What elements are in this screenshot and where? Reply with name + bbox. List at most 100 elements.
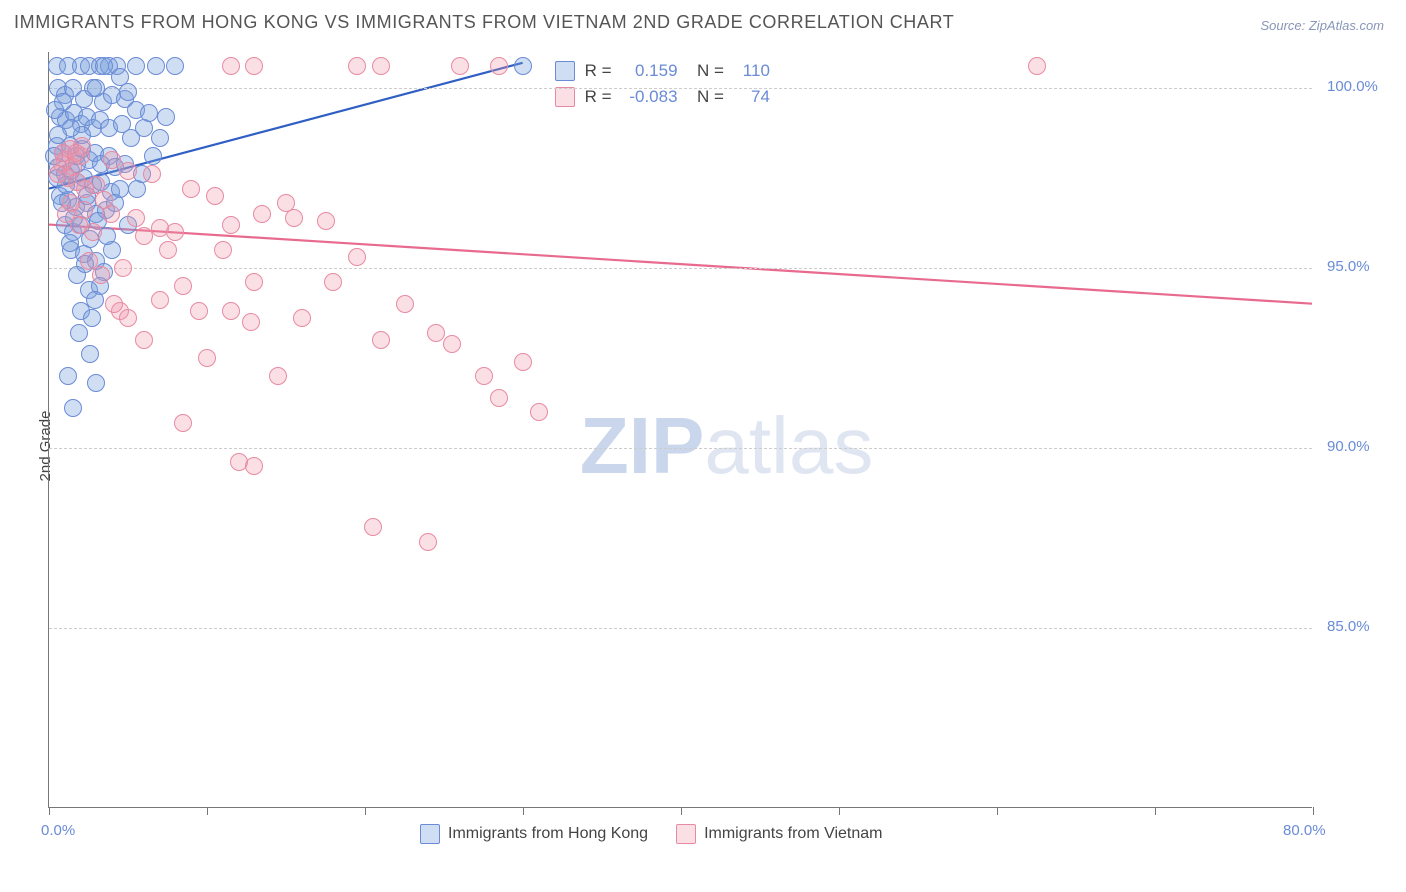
stats-swatch-hk xyxy=(555,61,575,81)
scatter-point-vn xyxy=(67,144,85,162)
x-tick xyxy=(49,807,50,815)
scatter-point-hk xyxy=(64,399,82,417)
stats-r-value: 0.159 xyxy=(622,61,678,81)
scatter-point-vn xyxy=(182,180,200,198)
scatter-point-vn xyxy=(214,241,232,259)
scatter-point-hk xyxy=(147,57,165,75)
scatter-point-vn xyxy=(324,273,342,291)
watermark-bold: ZIP xyxy=(580,401,704,490)
chart-title: IMMIGRANTS FROM HONG KONG VS IMMIGRANTS … xyxy=(14,12,954,33)
scatter-point-vn xyxy=(372,331,390,349)
gridline xyxy=(49,628,1312,629)
x-tick-label: 0.0% xyxy=(41,822,75,839)
stats-n-value: 110 xyxy=(734,61,770,81)
scatter-point-vn xyxy=(174,414,192,432)
x-tick xyxy=(207,807,208,815)
scatter-point-hk xyxy=(59,367,77,385)
x-tick xyxy=(839,807,840,815)
scatter-point-vn xyxy=(92,266,110,284)
scatter-point-vn xyxy=(159,241,177,259)
stats-r-label: R = xyxy=(585,61,612,81)
x-tick xyxy=(1155,807,1156,815)
scatter-point-vn xyxy=(245,457,263,475)
x-tick xyxy=(523,807,524,815)
scatter-point-vn xyxy=(348,57,366,75)
trend-line-vn xyxy=(49,225,1312,304)
scatter-point-hk xyxy=(81,345,99,363)
scatter-point-vn xyxy=(222,216,240,234)
scatter-point-vn xyxy=(443,335,461,353)
scatter-point-vn xyxy=(174,277,192,295)
scatter-point-vn xyxy=(114,259,132,277)
scatter-point-vn xyxy=(222,57,240,75)
scatter-point-vn xyxy=(427,324,445,342)
scatter-point-vn xyxy=(242,313,260,331)
scatter-point-hk xyxy=(95,57,113,75)
x-tick xyxy=(365,807,366,815)
scatter-point-hk xyxy=(87,374,105,392)
scatter-point-vn xyxy=(285,209,303,227)
scatter-point-vn xyxy=(135,331,153,349)
scatter-point-hk xyxy=(151,129,169,147)
y-tick-label: 90.0% xyxy=(1327,438,1370,455)
scatter-point-hk xyxy=(127,57,145,75)
scatter-point-hk xyxy=(46,101,64,119)
stats-legend-box: R =0.159 N =110R =-0.083 N =74 xyxy=(555,58,770,110)
legend-swatch xyxy=(676,824,696,844)
scatter-point-vn xyxy=(119,309,137,327)
scatter-point-hk xyxy=(157,108,175,126)
scatter-point-vn xyxy=(451,57,469,75)
stats-r-value: -0.083 xyxy=(622,87,678,107)
gridline xyxy=(49,268,1312,269)
scatter-point-vn xyxy=(293,309,311,327)
gridline xyxy=(49,448,1312,449)
legend-label: Immigrants from Hong Kong xyxy=(448,825,648,843)
legend-label: Immigrants from Vietnam xyxy=(704,825,882,843)
scatter-point-hk xyxy=(86,291,104,309)
scatter-point-vn xyxy=(419,533,437,551)
scatter-point-hk xyxy=(119,83,137,101)
scatter-point-hk xyxy=(144,147,162,165)
scatter-point-vn xyxy=(190,302,208,320)
scatter-point-hk xyxy=(514,57,532,75)
scatter-point-hk xyxy=(87,79,105,97)
scatter-point-vn xyxy=(127,209,145,227)
legend-item: Immigrants from Vietnam xyxy=(676,824,882,844)
watermark: ZIPatlas xyxy=(580,400,873,492)
x-tick xyxy=(1313,807,1314,815)
x-tick xyxy=(681,807,682,815)
stats-n-label: N = xyxy=(688,61,724,81)
scatter-point-vn xyxy=(490,57,508,75)
scatter-point-hk xyxy=(83,309,101,327)
scatter-point-vn xyxy=(269,367,287,385)
y-tick-label: 95.0% xyxy=(1327,258,1370,275)
stats-swatch-vn xyxy=(555,87,575,107)
legend-item: Immigrants from Hong Kong xyxy=(420,824,648,844)
scatter-point-vn xyxy=(103,151,121,169)
scatter-point-vn xyxy=(364,518,382,536)
legend-swatch xyxy=(420,824,440,844)
legend-bottom: Immigrants from Hong Kong Immigrants from… xyxy=(420,824,883,844)
trend-lines-layer xyxy=(49,52,1312,807)
scatter-point-vn xyxy=(151,291,169,309)
scatter-point-vn xyxy=(222,302,240,320)
scatter-point-vn xyxy=(80,252,98,270)
scatter-point-vn xyxy=(372,57,390,75)
scatter-point-vn xyxy=(514,353,532,371)
stats-n-value: 74 xyxy=(734,87,770,107)
stats-n-label: N = xyxy=(688,87,724,107)
scatter-point-vn xyxy=(206,187,224,205)
scatter-point-vn xyxy=(253,205,271,223)
scatter-point-vn xyxy=(1028,57,1046,75)
scatter-point-vn xyxy=(490,389,508,407)
source-attribution: Source: ZipAtlas.com xyxy=(1260,18,1384,33)
scatter-point-vn xyxy=(198,349,216,367)
scatter-point-hk xyxy=(61,234,79,252)
scatter-plot-area: ZIPatlas R =0.159 N =110R =-0.083 N =74 … xyxy=(48,52,1312,808)
scatter-point-vn xyxy=(245,273,263,291)
scatter-point-vn xyxy=(348,248,366,266)
scatter-point-vn xyxy=(396,295,414,313)
scatter-point-vn xyxy=(119,162,137,180)
scatter-point-vn xyxy=(166,223,184,241)
scatter-point-vn xyxy=(57,205,75,223)
